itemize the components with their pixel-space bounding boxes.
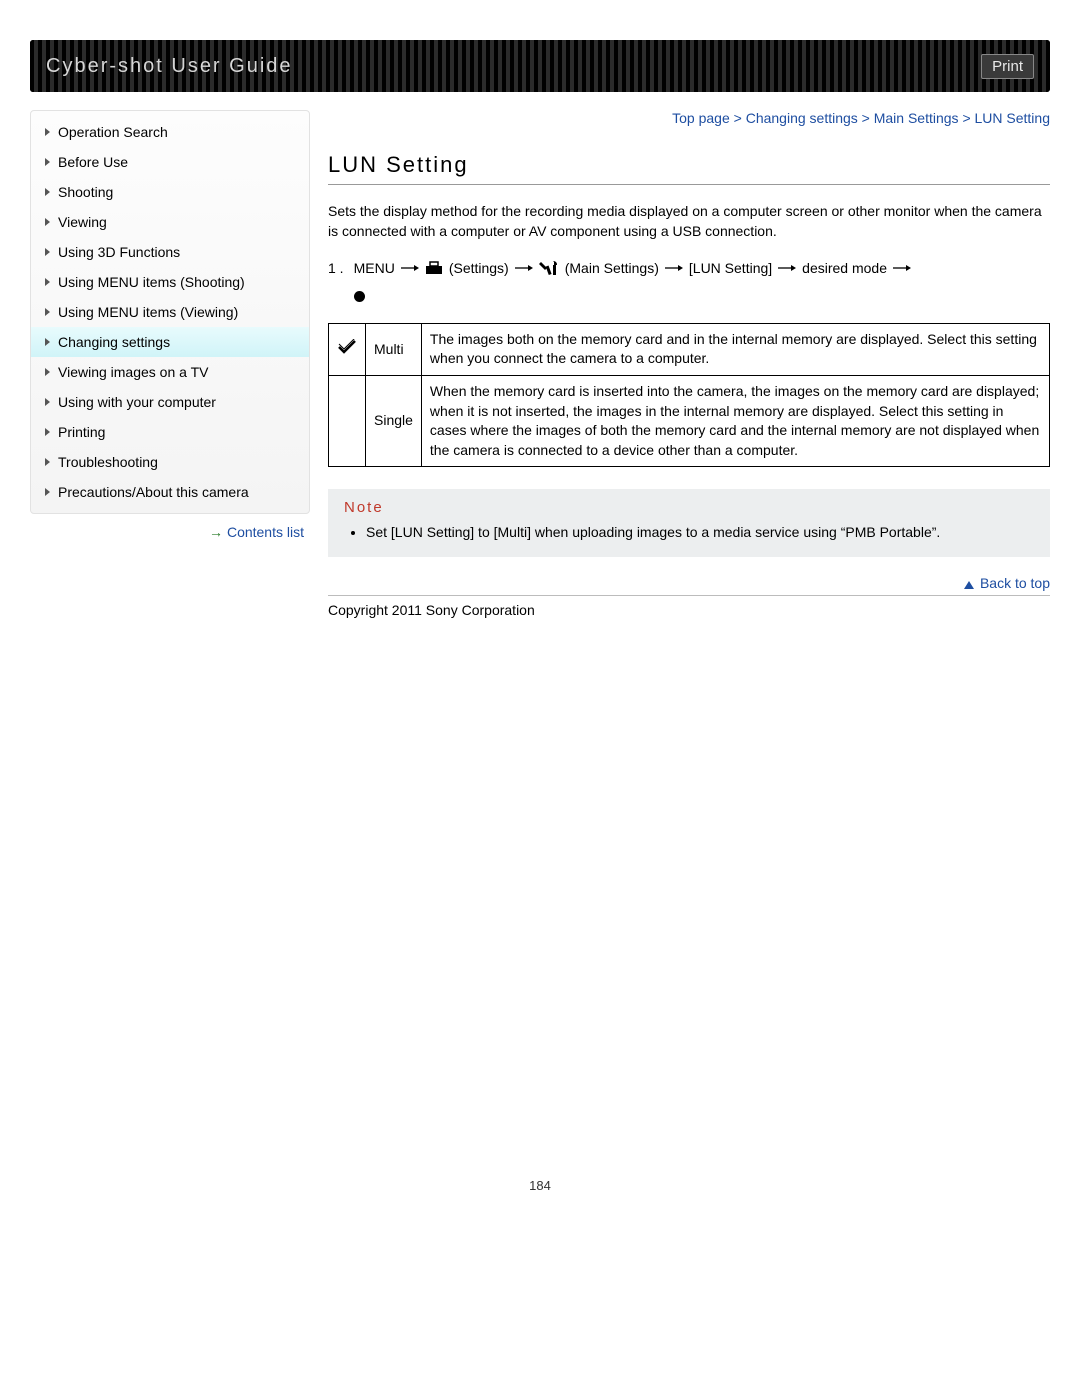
- sidebar-item-label: Using 3D Functions: [58, 244, 180, 260]
- sidebar-item-precautions[interactable]: Precautions/About this camera: [31, 477, 309, 507]
- sidebar-item-shooting[interactable]: Shooting: [31, 177, 309, 207]
- sidebar-item-label: Using with your computer: [58, 394, 216, 410]
- toolbox-icon: [425, 261, 443, 275]
- chevron-right-icon: [45, 278, 50, 286]
- chevron-right-icon: [45, 488, 50, 496]
- chevron-right-icon: [45, 338, 50, 346]
- option-description: The images both on the memory card and i…: [421, 323, 1049, 375]
- sidebar-item-label: Using MENU items (Shooting): [58, 274, 245, 290]
- arrow-right-icon: [778, 263, 796, 273]
- chevron-right-icon: [45, 398, 50, 406]
- header-title: Cyber-shot User Guide: [46, 55, 293, 78]
- arrow-right-icon: [665, 263, 683, 273]
- sidebar-item-computer[interactable]: Using with your computer: [31, 387, 309, 417]
- chevron-right-icon: [45, 128, 50, 136]
- sidebar-item-label: Viewing: [58, 214, 107, 230]
- chevron-right-icon: [45, 218, 50, 226]
- sidebar-item-before-use[interactable]: Before Use: [31, 147, 309, 177]
- option-description: When the memory card is inserted into th…: [421, 375, 1049, 466]
- sidebar-item-label: Viewing images on a TV: [58, 364, 208, 380]
- chevron-right-icon: [45, 308, 50, 316]
- sidebar-item-label: Precautions/About this camera: [58, 484, 249, 500]
- option-label: Multi: [366, 323, 422, 375]
- sidebar-item-operation-search[interactable]: Operation Search: [31, 117, 309, 147]
- table-row: Multi The images both on the memory card…: [329, 323, 1050, 375]
- breadcrumb[interactable]: Top page > Changing settings > Main Sett…: [328, 110, 1050, 126]
- sidebar-item-label: Using MENU items (Viewing): [58, 304, 238, 320]
- step-number: 1 .: [328, 256, 344, 281]
- chevron-right-icon: [45, 188, 50, 196]
- sidebar: Operation Search Before Use Shooting Vie…: [30, 110, 310, 618]
- note-item: Set [LUN Setting] to [Multi] when upload…: [366, 522, 1034, 543]
- sidebar-item-menu-shooting[interactable]: Using MENU items (Shooting): [31, 267, 309, 297]
- sidebar-item-3d-functions[interactable]: Using 3D Functions: [31, 237, 309, 267]
- chevron-right-icon: [45, 248, 50, 256]
- checkmark-icon: [337, 339, 357, 355]
- sidebar-item-label: Printing: [58, 424, 105, 440]
- step-menu-label: MENU: [354, 256, 395, 281]
- copyright-text: Copyright 2011 Sony Corporation: [328, 602, 1050, 618]
- check-cell: [329, 323, 366, 375]
- chevron-right-icon: [45, 368, 50, 376]
- step-sequence: 1 . MENU (Settings) (Main Settings) [LUN…: [328, 256, 1050, 281]
- hammer-wrench-icon: [539, 260, 559, 276]
- footer-divider: [328, 595, 1050, 596]
- sidebar-item-label: Troubleshooting: [58, 454, 158, 470]
- option-label: Single: [366, 375, 422, 466]
- table-row: Single When the memory card is inserted …: [329, 375, 1050, 466]
- sidebar-item-printing[interactable]: Printing: [31, 417, 309, 447]
- arrow-right-icon: [515, 263, 533, 273]
- arrow-right-icon: →: [209, 524, 223, 540]
- contents-list-row: →Contents list: [30, 514, 310, 540]
- print-button[interactable]: Print: [981, 54, 1034, 79]
- back-to-top-row: Back to top: [328, 575, 1050, 591]
- triangle-up-icon: [964, 581, 974, 589]
- options-table: Multi The images both on the memory card…: [328, 323, 1050, 468]
- sidebar-item-label: Operation Search: [58, 124, 168, 140]
- title-divider: [328, 184, 1050, 185]
- arrow-right-icon: [401, 263, 419, 273]
- sidebar-item-label: Shooting: [58, 184, 113, 200]
- page-number: 184: [30, 1178, 1050, 1193]
- note-box: Note Set [LUN Setting] to [Multi] when u…: [328, 489, 1050, 557]
- contents-list-link[interactable]: Contents list: [227, 524, 304, 540]
- header-bar: Cyber-shot User Guide Print: [30, 40, 1050, 92]
- step-lun-label: [LUN Setting]: [689, 256, 772, 281]
- bullet-dot-icon: [354, 291, 365, 302]
- note-title: Note: [344, 499, 1034, 516]
- note-list: Set [LUN Setting] to [Multi] when upload…: [344, 522, 1034, 543]
- page-title: LUN Setting: [328, 152, 1050, 178]
- step-terminator: [328, 289, 1050, 305]
- arrow-right-icon: [893, 263, 911, 273]
- sidebar-item-menu-viewing[interactable]: Using MENU items (Viewing): [31, 297, 309, 327]
- step-desired-label: desired mode: [802, 256, 887, 281]
- chevron-right-icon: [45, 428, 50, 436]
- chevron-right-icon: [45, 458, 50, 466]
- main-content: Top page > Changing settings > Main Sett…: [328, 110, 1050, 618]
- sidebar-item-label: Before Use: [58, 154, 128, 170]
- sidebar-item-changing-settings[interactable]: Changing settings: [31, 327, 309, 357]
- step-main-settings-label: (Main Settings): [565, 256, 659, 281]
- sidebar-item-viewing[interactable]: Viewing: [31, 207, 309, 237]
- back-to-top-link[interactable]: Back to top: [980, 575, 1050, 591]
- sidebar-item-label: Changing settings: [58, 334, 170, 350]
- step-settings-label: (Settings): [449, 256, 509, 281]
- check-cell-empty: [329, 375, 366, 466]
- description-text: Sets the display method for the recordin…: [328, 201, 1050, 242]
- sidebar-item-troubleshooting[interactable]: Troubleshooting: [31, 447, 309, 477]
- chevron-right-icon: [45, 158, 50, 166]
- sidebar-item-viewing-tv[interactable]: Viewing images on a TV: [31, 357, 309, 387]
- sidebar-nav: Operation Search Before Use Shooting Vie…: [30, 110, 310, 514]
